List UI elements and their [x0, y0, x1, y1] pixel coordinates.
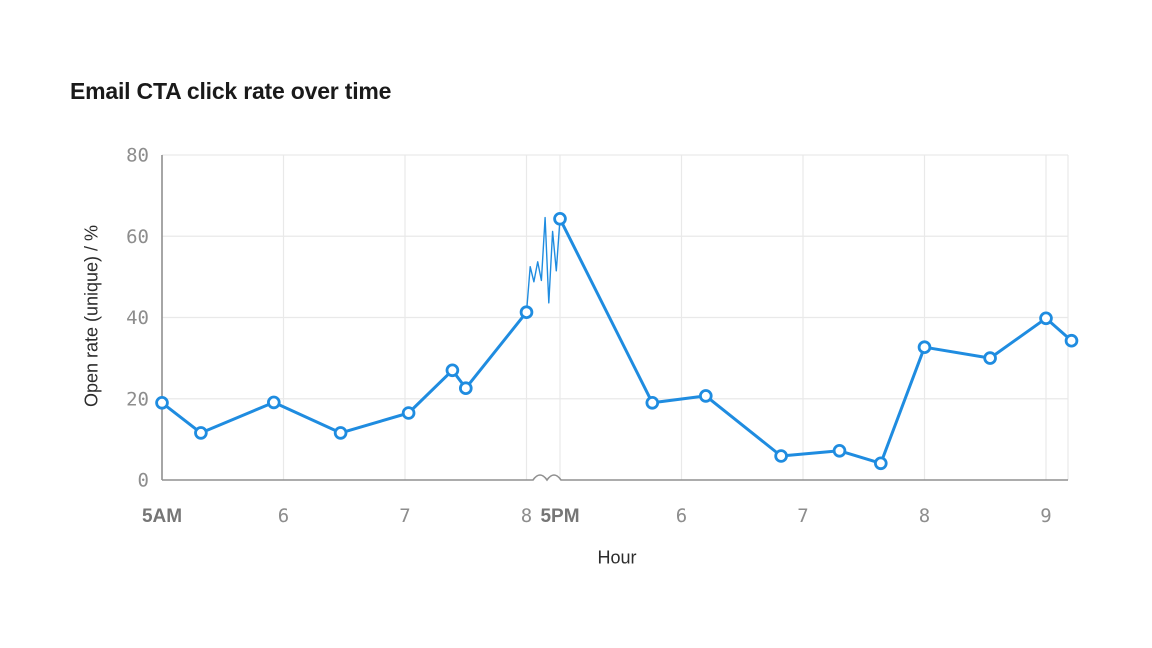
data-point-marker — [458, 381, 473, 396]
y-tick-label: 20 — [126, 388, 149, 410]
data-point-marker — [194, 426, 208, 440]
axes — [161, 155, 1068, 482]
data-point-marker — [645, 395, 660, 410]
compressed-segment-line — [525, 216, 561, 313]
x-tick-label: 5PM — [540, 506, 579, 527]
x-tick-label: 5AM — [142, 506, 182, 527]
data-point-marker — [774, 449, 788, 463]
y-tick-label: 40 — [126, 307, 149, 329]
series-line-pm — [558, 217, 1073, 465]
gridlines — [162, 154, 1069, 480]
series-line-am — [160, 310, 528, 435]
x-tick-label: 8 — [521, 505, 532, 527]
data-point-marker — [1039, 311, 1053, 326]
x-tick-label: 9 — [1040, 505, 1051, 527]
data-point-marker — [698, 389, 713, 403]
y-tick-label: 0 — [138, 470, 149, 492]
x-axis-title: Hour — [597, 547, 637, 568]
data-point-marker — [983, 351, 997, 365]
data-point-marker — [832, 443, 847, 458]
x-tick-label: 8 — [919, 505, 930, 527]
x-tick-label: 7 — [399, 505, 410, 527]
data-point-marker — [873, 456, 888, 471]
x-tick-label: 6 — [676, 505, 687, 527]
compressed-zigzag-line — [525, 216, 561, 313]
tick-labels: 0 20 40 60 80 5AM 6 7 8 5PM 6 7 8 9 — [126, 145, 1052, 528]
y-tick-label: 60 — [126, 226, 149, 248]
x-tick-label: 6 — [278, 505, 289, 527]
chart-title: Email CTA click rate over time — [70, 78, 392, 104]
data-point-marker — [917, 340, 932, 355]
data-point-markers — [155, 212, 1079, 471]
data-line-series — [160, 217, 1073, 465]
data-point-marker — [445, 363, 460, 378]
data-point-marker — [155, 395, 169, 410]
data-point-marker — [519, 305, 534, 320]
data-point-marker — [266, 395, 281, 410]
data-point-marker — [401, 406, 416, 420]
x-tick-label: 7 — [797, 505, 808, 527]
x-axis-line-with-break-squiggle — [162, 474, 1068, 482]
data-point-marker — [1064, 333, 1079, 348]
data-point-marker — [553, 212, 567, 226]
data-point-marker — [333, 426, 348, 440]
y-tick-label: 80 — [126, 145, 149, 167]
